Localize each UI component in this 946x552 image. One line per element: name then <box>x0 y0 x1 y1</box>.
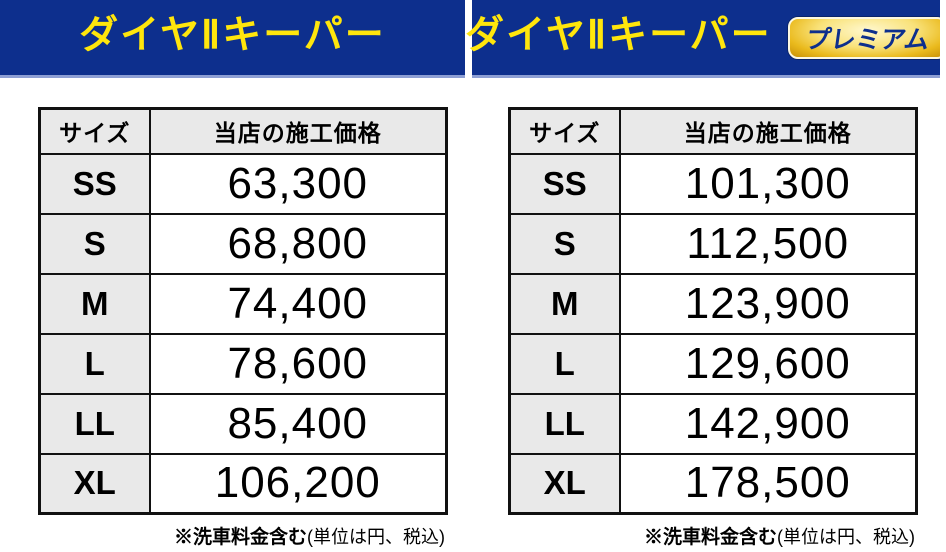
price-cell: 63,300 <box>148 152 448 215</box>
size-cell: L <box>38 332 151 395</box>
footnote-bold: ※洗車料金含む <box>173 527 307 548</box>
table-row: LL 142,900 <box>508 392 918 455</box>
price-cell: 178,500 <box>618 452 918 515</box>
table-header-row: サイズ 当店の施工価格 <box>508 107 918 155</box>
size-cell: M <box>508 272 621 335</box>
size-cell: S <box>38 212 151 275</box>
banner-title: ダイヤⅡキーパー <box>465 14 772 57</box>
banner-diamond2-keeper-premium: ダイヤⅡキーパー プレミアム <box>465 0 946 78</box>
size-cell: SS <box>508 152 621 215</box>
price-table: サイズ 当店の施工価格 SS 63,300 S 68,800 M 74,400 … <box>38 107 448 515</box>
size-cell: XL <box>508 452 621 515</box>
table-row: M 74,400 <box>38 272 448 335</box>
price-table: サイズ 当店の施工価格 SS 101,300 S 112,500 M 123,9… <box>508 107 918 515</box>
footnote-bold: ※洗車料金含む <box>643 527 777 548</box>
premium-badge-label: プレミアム <box>803 25 931 54</box>
price-cell: 129,600 <box>618 332 918 395</box>
price-cell: 68,800 <box>148 212 448 275</box>
price-cell: 85,400 <box>148 392 448 455</box>
size-cell: XL <box>38 452 151 515</box>
column-header-price: 当店の施工価格 <box>148 107 448 155</box>
table-row: XL 106,200 <box>38 452 448 515</box>
column-header-price: 当店の施工価格 <box>618 107 918 155</box>
table-row: XL 178,500 <box>508 452 918 515</box>
panel-diamond2-keeper-premium: サイズ 当店の施工価格 SS 101,300 S 112,500 M 123,9… <box>508 107 918 549</box>
footnote: ※洗車料金含む(単位は円、税込) <box>508 522 915 549</box>
panel-diamond2-keeper: サイズ 当店の施工価格 SS 63,300 S 68,800 M 74,400 … <box>38 107 448 549</box>
price-cell: 106,200 <box>148 452 448 515</box>
table-row: M 123,900 <box>508 272 918 335</box>
premium-badge: プレミアム <box>787 16 946 59</box>
banner-strip: ダイヤⅡキーパー ダイヤⅡキーパー プレミアム <box>0 0 946 78</box>
size-cell: LL <box>508 392 621 455</box>
price-cell: 142,900 <box>618 392 918 455</box>
price-cell: 74,400 <box>148 272 448 335</box>
table-row: SS 101,300 <box>508 152 918 215</box>
footnote: ※洗車料金含む(単位は円、税込) <box>38 522 445 549</box>
price-cell: 123,900 <box>618 272 918 335</box>
banner-divider <box>465 0 472 78</box>
footnote-regular: (単位は円、税込) <box>777 527 915 547</box>
table-row: SS 63,300 <box>38 152 448 215</box>
banner-right-margin <box>940 0 946 78</box>
table-header-row: サイズ 当店の施工価格 <box>38 107 448 155</box>
size-cell: S <box>508 212 621 275</box>
price-cell: 112,500 <box>618 212 918 275</box>
banner-diamond2-keeper: ダイヤⅡキーパー <box>0 0 465 78</box>
size-cell: M <box>38 272 151 335</box>
column-header-size: サイズ <box>508 107 621 155</box>
size-cell: L <box>508 332 621 395</box>
banner-title: ダイヤⅡキーパー <box>79 14 386 57</box>
size-cell: SS <box>38 152 151 215</box>
footnote-regular: (単位は円、税込) <box>307 527 445 547</box>
price-cell: 101,300 <box>618 152 918 215</box>
table-row: S 68,800 <box>38 212 448 275</box>
size-cell: LL <box>38 392 151 455</box>
table-row: L 129,600 <box>508 332 918 395</box>
table-row: S 112,500 <box>508 212 918 275</box>
table-row: L 78,600 <box>38 332 448 395</box>
table-row: LL 85,400 <box>38 392 448 455</box>
price-cell: 78,600 <box>148 332 448 395</box>
column-header-size: サイズ <box>38 107 151 155</box>
